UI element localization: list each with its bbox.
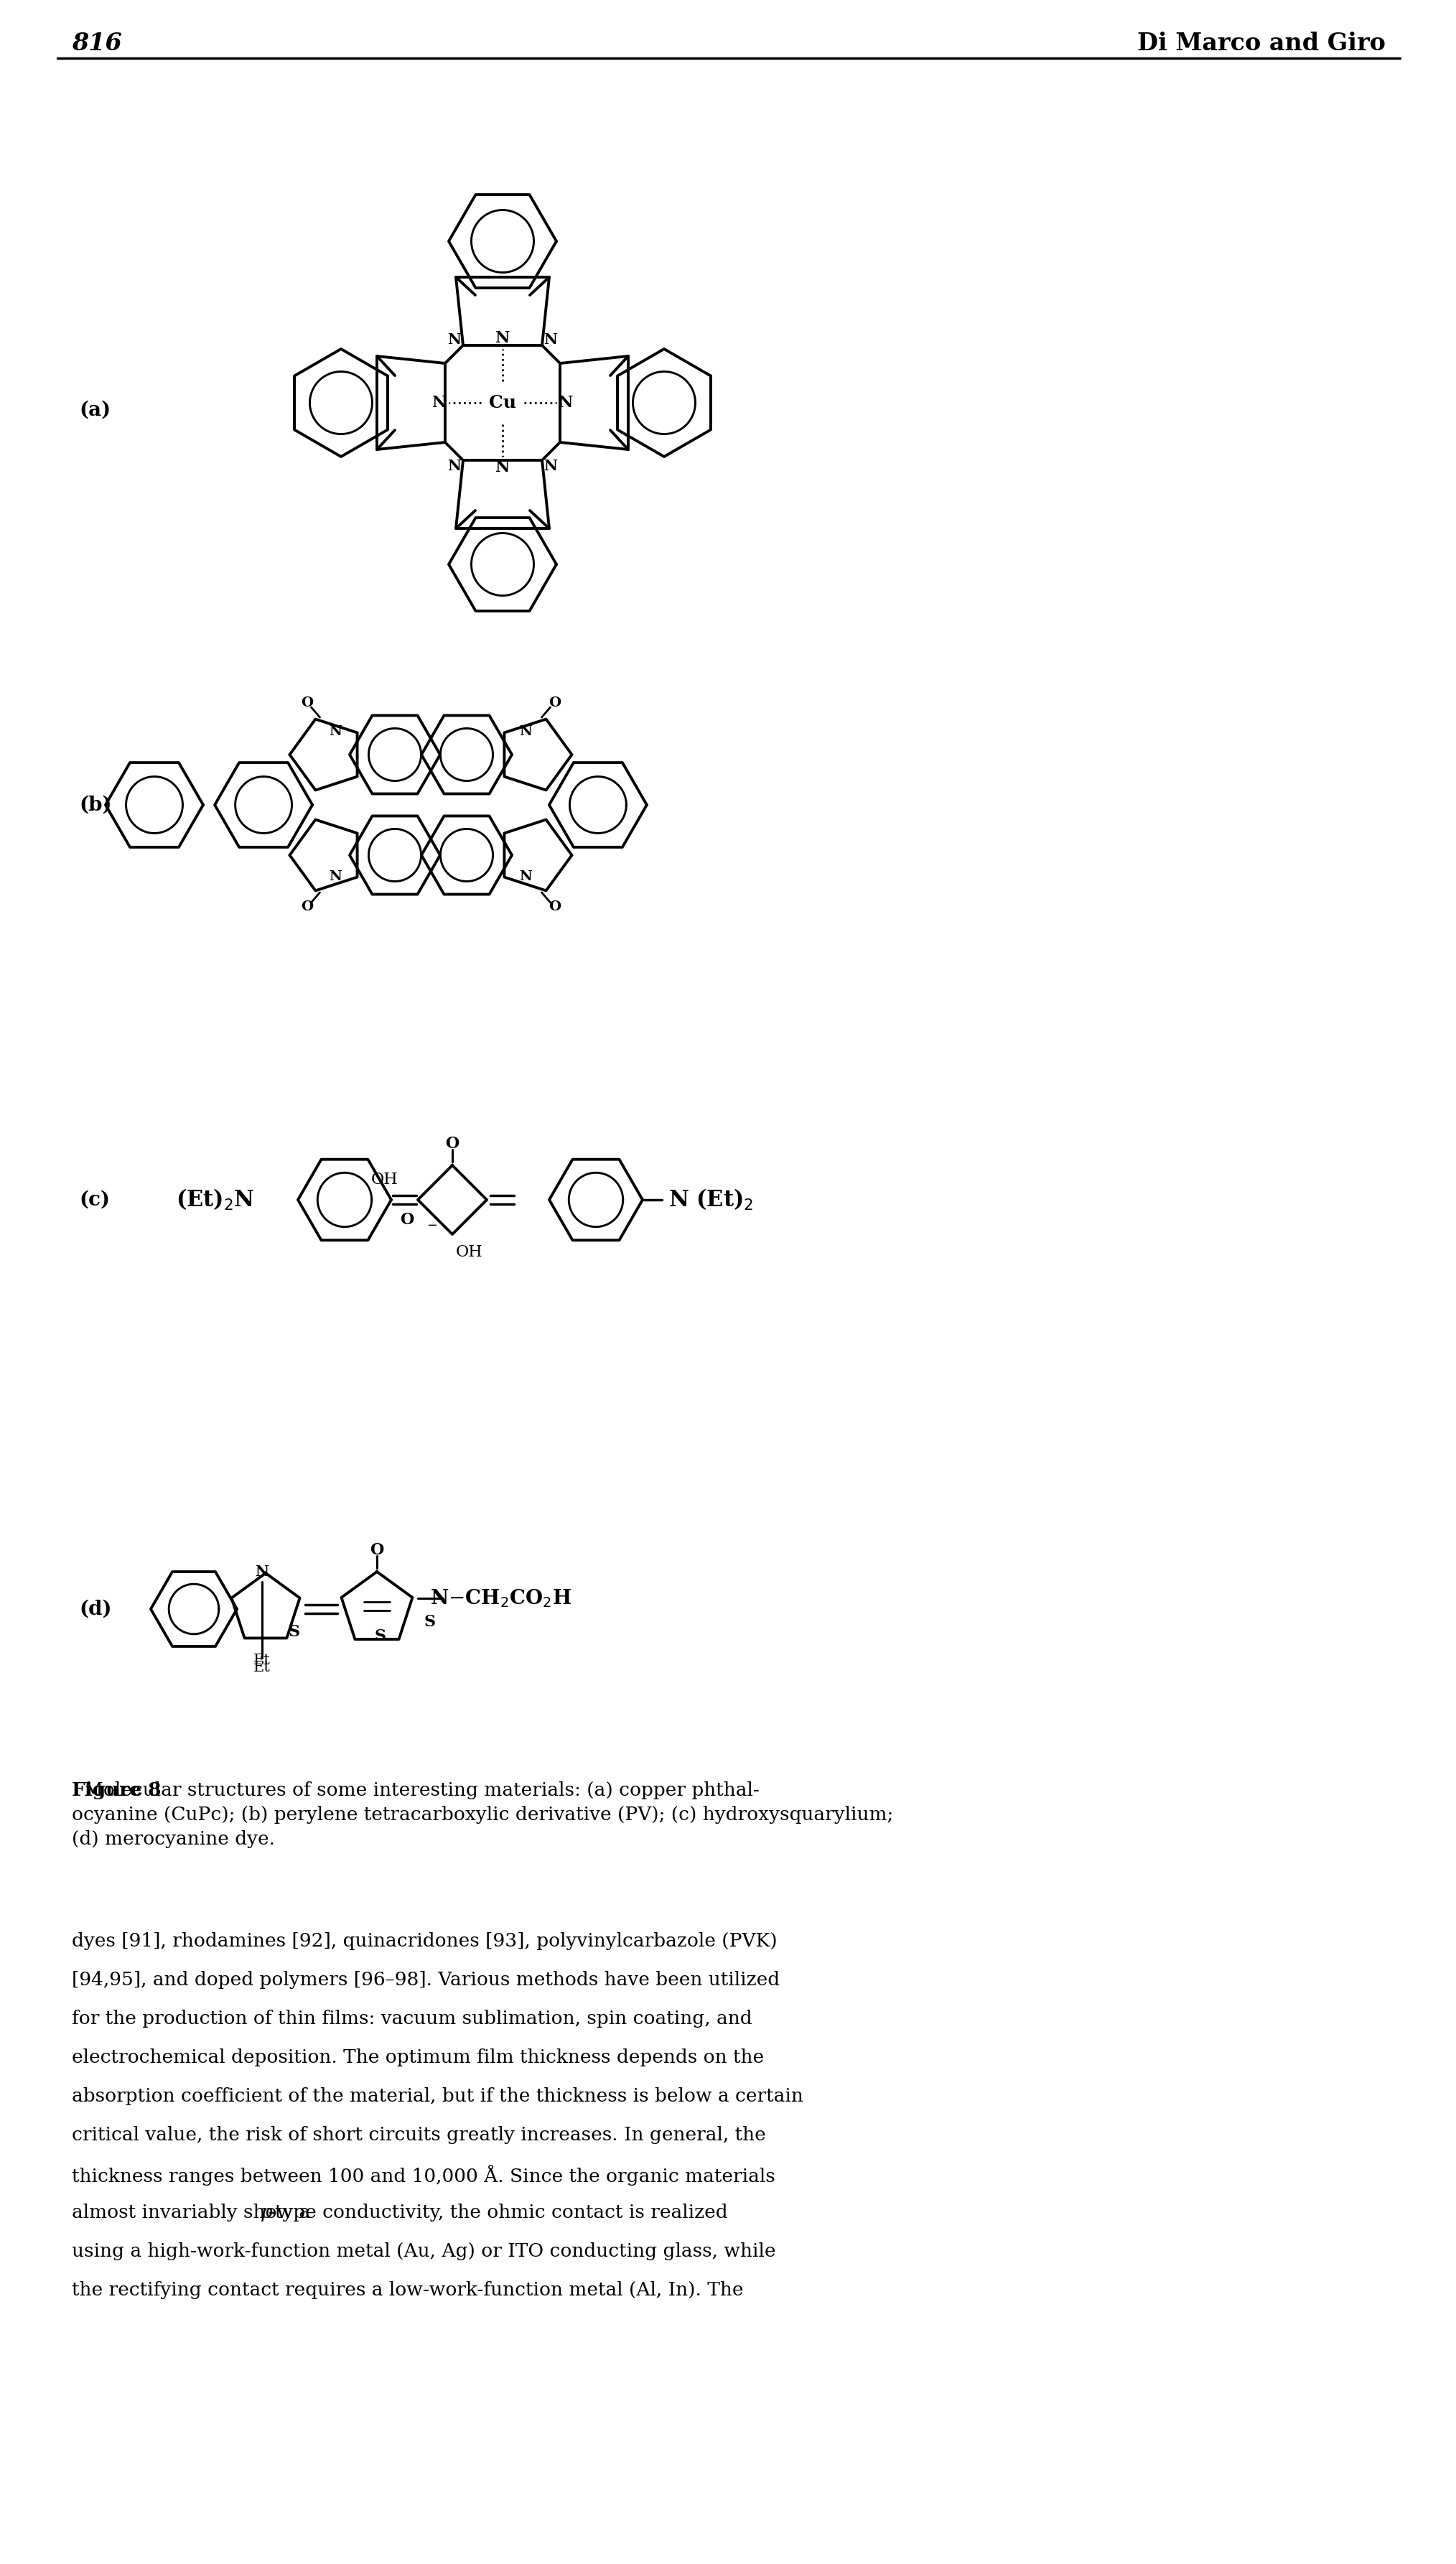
Text: N: N: [543, 459, 558, 474]
Text: S: S: [424, 1615, 435, 1631]
Text: OH: OH: [371, 1172, 397, 1187]
Text: thickness ranges between 100 and 10,000 Å. Since the organic materials: thickness ranges between 100 and 10,000 …: [71, 2164, 775, 2185]
Text: N (Et)$_2$: N (Et)$_2$: [668, 1187, 753, 1213]
Text: [94,95], and doped polymers [96–98]. Various methods have been utilized: [94,95], and doped polymers [96–98]. Var…: [71, 1972, 780, 1990]
Text: N: N: [329, 869, 342, 882]
Text: N: N: [255, 1564, 269, 1579]
Text: N: N: [543, 333, 558, 346]
Text: N: N: [559, 395, 574, 410]
Text: O: O: [301, 900, 313, 913]
Text: Figure 8: Figure 8: [71, 1782, 162, 1800]
Text: O: O: [301, 697, 313, 710]
Text: (a): (a): [79, 400, 111, 420]
Text: p: p: [261, 2202, 272, 2220]
Text: O: O: [549, 900, 561, 913]
Text: O: O: [400, 1213, 415, 1228]
Text: O: O: [549, 697, 561, 710]
Text: (Et)$_2$N: (Et)$_2$N: [176, 1187, 255, 1213]
Text: N: N: [447, 459, 462, 474]
Text: 816: 816: [71, 31, 122, 56]
Text: N: N: [520, 869, 533, 882]
Text: Et: Et: [253, 1661, 271, 1674]
Text: the rectifying contact requires a low-work-function metal (Al, In). The: the rectifying contact requires a low-wo…: [71, 2282, 744, 2300]
Text: critical value, the risk of short circuits greatly increases. In general, the: critical value, the risk of short circui…: [71, 2126, 766, 2144]
Text: N: N: [432, 395, 447, 410]
Text: Di Marco and Giro: Di Marco and Giro: [1137, 31, 1386, 56]
Text: N: N: [495, 459, 510, 474]
Text: S: S: [374, 1628, 386, 1644]
Text: N: N: [520, 726, 533, 738]
Text: using a high-work-function metal (Au, Ag) or ITO conducting glass, while: using a high-work-function metal (Au, Ag…: [71, 2244, 776, 2261]
Text: O: O: [370, 1544, 384, 1559]
Text: (d): (d): [79, 1600, 112, 1618]
Text: N: N: [447, 333, 462, 346]
Text: electrochemical deposition. The optimum film thickness depends on the: electrochemical deposition. The optimum …: [71, 2049, 764, 2067]
Text: almost invariably show a: almost invariably show a: [71, 2202, 316, 2220]
Text: −: −: [427, 1218, 437, 1233]
Text: N: N: [329, 726, 342, 738]
Text: O: O: [446, 1136, 459, 1151]
Text: for the production of thin films: vacuum sublimation, spin coating, and: for the production of thin films: vacuum…: [71, 2010, 753, 2028]
Text: Cu: Cu: [489, 395, 517, 410]
Text: (c): (c): [79, 1190, 109, 1210]
Text: dyes [91], rhodamines [92], quinacridones [93], polyvinylcarbazole (PVK): dyes [91], rhodamines [92], quinacridone…: [71, 1933, 778, 1951]
Text: (b): (b): [79, 795, 112, 815]
Text: N$-$CH$_2$CO$_2$H: N$-$CH$_2$CO$_2$H: [430, 1587, 571, 1610]
Text: N: N: [495, 331, 510, 346]
Text: absorption coefficient of the material, but if the thickness is below a certain: absorption coefficient of the material, …: [71, 2087, 804, 2105]
Text: Molecular structures of some interesting materials: (a) copper phthal-
ocyanine : Molecular structures of some interesting…: [71, 1782, 894, 1849]
Text: S: S: [288, 1623, 300, 1641]
Text: OH: OH: [456, 1244, 483, 1259]
Text: Et: Et: [253, 1654, 271, 1667]
Text: -type conductivity, the ohmic contact is realized: -type conductivity, the ohmic contact is…: [268, 2202, 728, 2220]
